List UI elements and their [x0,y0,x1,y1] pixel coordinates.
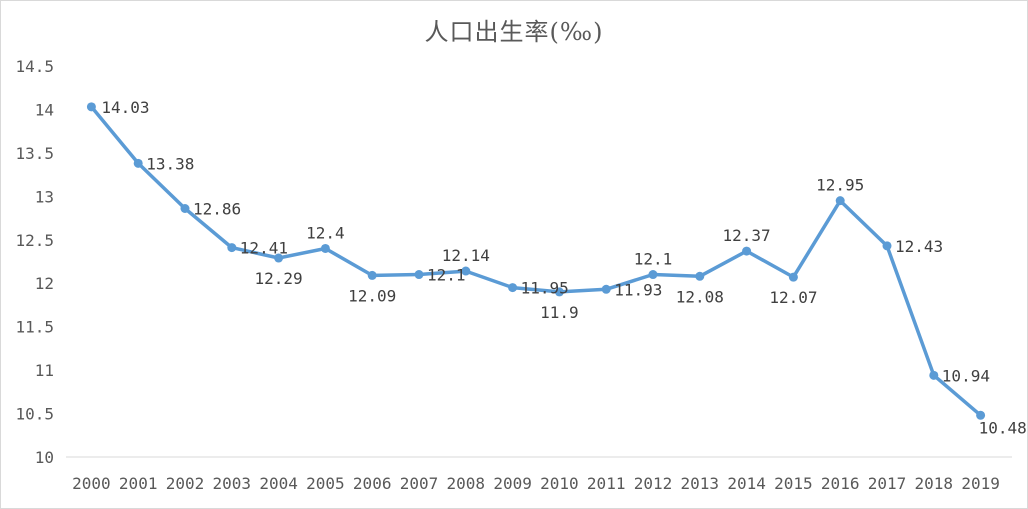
data-label: 12.95 [816,176,864,195]
data-point [274,253,284,263]
x-tick-label: 2000 [72,474,111,493]
x-tick-label: 2013 [681,474,720,493]
x-tick-label: 2003 [213,474,252,493]
data-point [133,158,143,168]
series-line [89,105,983,418]
x-tick-label: 2006 [353,474,392,493]
y-tick-label: 14 [35,100,54,119]
data-point [554,287,564,297]
data-point [320,243,330,253]
x-tick-label: 2012 [634,474,673,493]
data-point [695,271,705,281]
y-tick-label: 11.5 [15,318,54,337]
y-axis: 10 10.5 11 11.5 12 12.5 13 13.5 14 14.5 [15,57,54,467]
data-point [976,410,986,420]
data-label: 11.93 [614,280,662,299]
x-tick-label: 2016 [821,474,860,493]
data-label: 12.14 [442,246,490,265]
data-point [648,270,658,280]
data-point [461,266,471,276]
x-axis: 2000 2001 2002 2003 2004 2005 2006 2007 2008 2009… [72,474,1000,493]
data-label: 10.94 [942,366,990,385]
data-label: 12.4 [306,223,345,242]
x-tick-label: 2002 [166,474,205,493]
x-tick-label: 2004 [259,474,298,493]
data-label: 12.1 [427,266,466,285]
x-tick-label: 2001 [119,474,158,493]
data-label: 12.86 [193,199,241,218]
data-label: 12.07 [769,288,817,307]
y-tick-label: 10.5 [15,405,54,424]
x-tick-label: 2005 [306,474,345,493]
x-tick-label: 2019 [961,474,1000,493]
x-tick-label: 2010 [540,474,579,493]
x-tick-label: 2017 [868,474,907,493]
data-point [788,272,798,282]
x-tick-label: 2014 [727,474,766,493]
y-tick-label: 11 [35,361,54,380]
x-tick-label: 2009 [493,474,532,493]
y-tick-label: 10 [35,448,54,467]
x-tick-label: 2007 [400,474,439,493]
data-point [227,243,237,253]
data-label: 12.43 [895,237,943,256]
data-point [367,270,377,280]
data-point [414,270,424,280]
data-label: 13.38 [146,154,194,173]
x-tick-label: 2008 [447,474,486,493]
data-label: 12.29 [255,269,303,288]
x-tick-label: 2015 [774,474,813,493]
data-label: 12.08 [676,287,724,306]
data-point [601,284,611,294]
x-tick-label: 2018 [915,474,954,493]
data-point [180,203,190,213]
chart-title: 人口出生率(‰) [424,18,604,46]
data-label: 12.1 [634,250,673,269]
y-tick-label: 12 [35,274,54,293]
y-tick-label: 14.5 [15,57,54,76]
data-label: 11.9 [540,303,579,322]
data-label: 11.95 [521,279,569,298]
data-point [882,241,892,251]
data-label: 12.41 [240,239,288,258]
x-tick-label: 2011 [587,474,626,493]
y-tick-label: 13 [35,187,54,206]
data-label: 12.09 [348,286,396,305]
data-point [929,370,939,380]
data-point [742,246,752,256]
data-label-layer: 14.0313.3812.8612.4112.2912.412.0912.112… [101,98,1026,437]
series-layer [86,102,986,420]
data-label: 10.48 [979,418,1027,437]
data-label: 12.37 [723,226,771,245]
y-tick-label: 13.5 [15,144,54,163]
data-point [508,283,518,293]
data-label: 14.03 [101,98,149,117]
y-tick-label: 12.5 [15,231,54,250]
data-point [86,102,96,112]
data-point [835,196,845,206]
